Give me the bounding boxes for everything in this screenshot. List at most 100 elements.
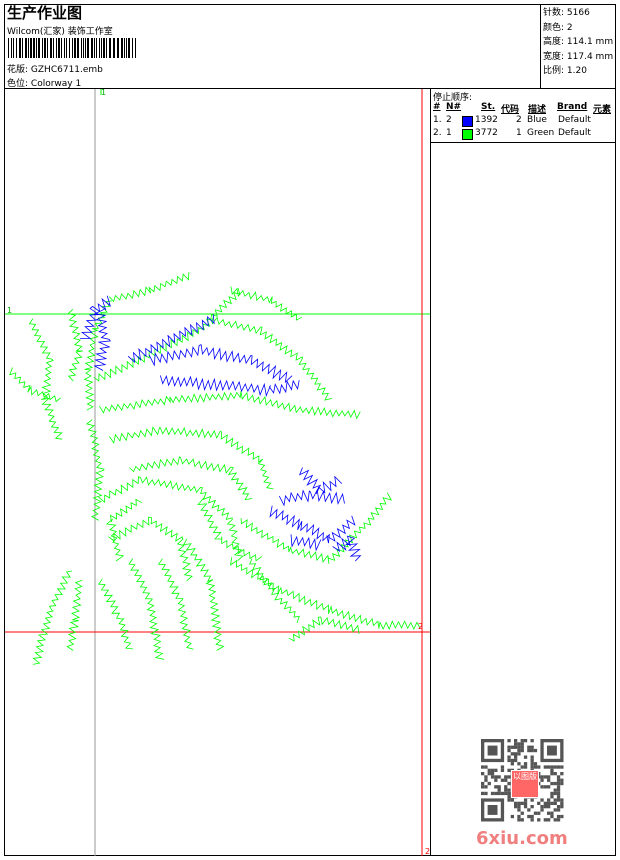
barcode-bar <box>96 38 97 58</box>
qr-module <box>507 791 511 796</box>
qr-module <box>527 808 531 812</box>
barcode-bar <box>124 38 125 58</box>
stitch-run <box>182 538 225 651</box>
qr-module <box>481 785 485 789</box>
barcode-bar <box>117 38 119 58</box>
barcode-bar <box>99 38 100 58</box>
barcode-bar <box>44 38 46 58</box>
barcode-bar <box>103 38 105 58</box>
row-description: Green <box>527 128 555 138</box>
qr-module <box>517 814 521 819</box>
qr-module <box>550 781 554 786</box>
barcode-bar <box>50 38 52 58</box>
qr-module <box>507 775 511 779</box>
qr-module <box>547 818 551 822</box>
barcode-bar <box>61 38 62 58</box>
col-code: 代码 <box>501 105 520 115</box>
stat-value: 117.4 mm <box>566 51 614 62</box>
qr-module <box>500 778 505 782</box>
qr-module <box>553 791 557 796</box>
qr-module <box>494 778 498 782</box>
qr-module <box>533 748 538 753</box>
qr-module <box>490 768 495 772</box>
stitch-run <box>93 308 112 371</box>
qr-module <box>507 781 511 786</box>
qr-module <box>514 758 518 763</box>
qr-module <box>530 765 534 769</box>
qr-module <box>500 791 505 796</box>
qr-module <box>537 811 541 815</box>
row-brand: Default <box>558 115 591 125</box>
barcode-bar <box>94 38 95 58</box>
qr-module <box>520 818 524 822</box>
qr-module <box>530 762 534 766</box>
qr-module <box>540 808 544 812</box>
colorway-label: 色位: <box>7 79 29 89</box>
stat-label: 宽度: <box>543 51 565 62</box>
barcode-bar <box>33 38 35 58</box>
qr-module <box>560 765 564 769</box>
qr-module <box>556 775 561 779</box>
stitch-run <box>99 391 361 420</box>
qr-module <box>500 768 505 772</box>
qr-module <box>517 818 521 822</box>
row-stitches: 1392 <box>475 115 498 125</box>
qr-module <box>520 801 524 805</box>
barcode-bar <box>126 38 127 58</box>
stitch-run <box>93 287 241 382</box>
qr-module <box>553 781 557 786</box>
barcode-bar <box>11 38 12 58</box>
row-description: Blue <box>527 115 547 125</box>
stitch-run <box>128 558 165 660</box>
qr-module <box>510 762 514 766</box>
row-code: 2 <box>516 115 522 125</box>
design-stats: 针数: 5166 颜色: 2 高度: 114.1 mm 宽度: 117.4 mm… <box>543 6 613 79</box>
qr-module <box>507 739 511 743</box>
qr-module <box>553 765 557 769</box>
qr-module <box>517 801 521 805</box>
qr-module <box>487 772 491 776</box>
qr-module <box>543 805 547 809</box>
barcode-bar <box>30 38 32 58</box>
qr-module <box>560 801 564 805</box>
qr-module <box>556 778 561 782</box>
row-index: 1. <box>433 115 442 125</box>
qr-module <box>547 811 551 815</box>
col-element: 元素 <box>593 105 612 115</box>
barcode-bar <box>101 38 102 58</box>
stitch-run <box>108 516 193 582</box>
qr-module <box>533 811 538 815</box>
qr-module <box>490 775 495 779</box>
qr-module <box>530 739 534 743</box>
qr-module <box>517 805 521 809</box>
qr-module <box>553 808 557 812</box>
row-needle: 1 <box>446 128 452 138</box>
stitch-run <box>230 557 421 631</box>
guide-label-top: 1 <box>101 88 107 97</box>
barcode-bar <box>25 38 27 58</box>
qr-module <box>494 791 498 796</box>
qr-module <box>484 791 488 796</box>
watermark-stamp: 以图版 <box>511 770 539 798</box>
qr-module <box>514 755 518 759</box>
qr-module <box>504 785 508 789</box>
row-stitches: 3772 <box>475 128 498 138</box>
qr-module <box>500 765 505 769</box>
qr-module <box>550 801 554 805</box>
barcode-bar <box>135 38 136 58</box>
qr-module <box>517 752 521 756</box>
barcode-bar <box>69 38 70 58</box>
qr-module <box>497 775 501 779</box>
qr-module <box>547 745 557 756</box>
barcode-bar <box>53 38 54 58</box>
barcode-bar <box>91 38 93 58</box>
qr-module <box>507 758 511 763</box>
qr-module <box>523 755 528 759</box>
qr-module <box>494 768 498 772</box>
stitch-run <box>80 295 111 339</box>
qr-module <box>560 798 564 802</box>
stitch-run <box>278 488 345 507</box>
barcode-bar <box>8 38 9 58</box>
barcode-bar <box>28 38 29 58</box>
